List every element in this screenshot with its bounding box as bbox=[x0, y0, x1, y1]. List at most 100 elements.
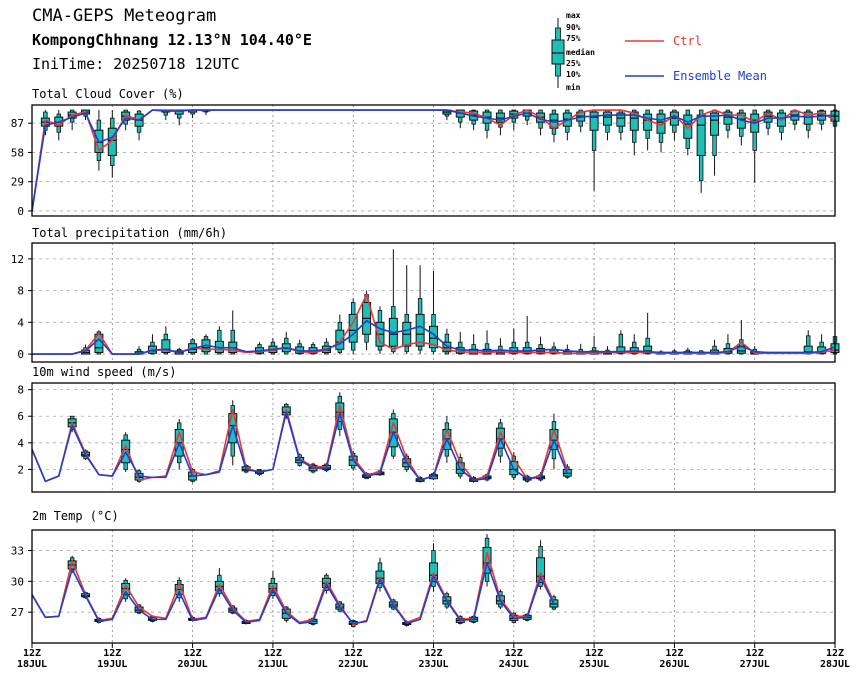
y-tick-label: 30 bbox=[11, 575, 24, 588]
legend-mean-label: Ensemble Mean bbox=[673, 69, 767, 83]
box-plot bbox=[174, 109, 184, 126]
box-plot bbox=[67, 109, 77, 131]
legend-box-label: 75% bbox=[566, 34, 581, 43]
x-tick-label-date: 24JUL bbox=[499, 659, 529, 670]
box-plot bbox=[321, 338, 331, 355]
box-iqr bbox=[589, 111, 599, 131]
x-tick-label-date: 19JUL bbox=[97, 659, 127, 670]
y-tick-label: 0 bbox=[17, 348, 24, 361]
box-iqr bbox=[629, 111, 639, 131]
panel-frame bbox=[31, 242, 836, 363]
x-tick-label-hour: 12Z bbox=[264, 648, 282, 659]
x-tick-label-hour: 12Z bbox=[23, 648, 41, 659]
box-plot bbox=[134, 110, 144, 141]
legend-box-label: median bbox=[566, 47, 595, 57]
x-tick-label-date: 20JUL bbox=[178, 659, 208, 670]
legend-box-label: 90% bbox=[566, 23, 581, 32]
x-tick-label-date: 22JUL bbox=[338, 659, 368, 670]
panel-2: Total precipitation (mm/6h) 0 4 8 12 bbox=[11, 226, 840, 363]
box-plot bbox=[536, 109, 546, 136]
box-plot bbox=[562, 109, 572, 141]
box-plot bbox=[683, 109, 693, 156]
y-tick-label: 58 bbox=[11, 146, 24, 159]
panel-frame bbox=[31, 382, 836, 493]
x-tick-label-date: 23JUL bbox=[418, 659, 448, 670]
box-iqr bbox=[536, 557, 546, 583]
ensemble-mean-line bbox=[31, 109, 836, 212]
box-iqr bbox=[616, 112, 626, 127]
box-p10-p90 bbox=[618, 333, 624, 355]
box-plot bbox=[429, 270, 438, 355]
box-plot bbox=[536, 540, 546, 590]
x-axis: 12Z18JUL12Z19JUL12Z20JUL12Z21JUL12Z22JUL… bbox=[17, 643, 850, 670]
legend-ctrl-label: Ctrl bbox=[673, 34, 702, 48]
box-plot bbox=[469, 334, 479, 355]
box-plot bbox=[763, 109, 773, 136]
x-tick-label-hour: 12Z bbox=[424, 648, 442, 659]
box-plot bbox=[402, 265, 412, 355]
x-tick-label-date: 28JUL bbox=[820, 659, 850, 670]
box-iqr bbox=[602, 111, 612, 126]
box-plot bbox=[188, 109, 198, 119]
box-plot bbox=[803, 330, 813, 355]
y-tick-label: 27 bbox=[11, 606, 24, 619]
legend-box-label: max bbox=[566, 11, 581, 20]
box-plot bbox=[388, 249, 398, 355]
panel-title: Total Cloud Cover (%) bbox=[32, 87, 184, 101]
box-plot bbox=[335, 314, 345, 355]
y-tick-label: 4 bbox=[17, 437, 24, 450]
x-tick-label-hour: 12Z bbox=[826, 648, 844, 659]
legend-box-label: 25% bbox=[566, 59, 581, 68]
box-plot bbox=[188, 338, 198, 355]
box-iqr bbox=[429, 562, 438, 582]
ctrl-line bbox=[31, 551, 555, 626]
x-tick-label-hour: 12Z bbox=[103, 648, 121, 659]
x-tick-label-hour: 12Z bbox=[505, 648, 523, 659]
box-plot bbox=[643, 312, 653, 355]
y-tick-label: 8 bbox=[17, 285, 24, 298]
box-plot bbox=[201, 334, 211, 355]
x-tick-label-hour: 12Z bbox=[585, 648, 603, 659]
box-plot bbox=[509, 452, 519, 481]
box-plot bbox=[710, 109, 720, 176]
x-tick-label-date: 27JUL bbox=[740, 659, 770, 670]
panels: Total Cloud Cover (%) 0 29 58 87 Total precip… bbox=[11, 87, 840, 644]
y-tick-label: 6 bbox=[17, 410, 24, 423]
box-iqr bbox=[696, 114, 706, 156]
panel-frame bbox=[31, 104, 836, 217]
box-plot bbox=[107, 110, 117, 178]
box-plot bbox=[589, 109, 599, 191]
init-time-label: IniTime: 20250718 12UTC bbox=[32, 55, 240, 73]
x-tick-label-hour: 12Z bbox=[184, 648, 202, 659]
ensemble-mean-line bbox=[31, 562, 555, 625]
y-tick-label: 12 bbox=[11, 253, 24, 266]
box-iqr bbox=[803, 111, 813, 125]
chart-title: CMA-GEPS Meteogram bbox=[32, 6, 217, 26]
box-plot bbox=[415, 265, 425, 355]
box-iqr bbox=[763, 111, 773, 123]
box-iqr bbox=[643, 113, 653, 131]
legend-box-label: 10% bbox=[566, 70, 581, 79]
x-tick-label-hour: 12Z bbox=[746, 648, 764, 659]
panel-title: 10m wind speed (m/s) bbox=[32, 365, 177, 379]
panel-4: 2m Temp (°C) 27 30 33 bbox=[11, 509, 836, 644]
y-tick-label: 0 bbox=[17, 205, 24, 218]
box-iqr bbox=[415, 313, 425, 347]
box-plot bbox=[375, 306, 385, 355]
box-plot bbox=[536, 336, 546, 355]
box-plot bbox=[616, 330, 626, 355]
panel-title: 2m Temp (°C) bbox=[32, 509, 119, 523]
box-plot bbox=[482, 109, 492, 139]
box-plot bbox=[429, 543, 438, 592]
box-iqr bbox=[348, 313, 358, 343]
box-plot bbox=[643, 109, 653, 151]
location-label: KompongChhnang 12.13°N 104.40°E bbox=[32, 31, 312, 49]
box-plot bbox=[736, 319, 746, 355]
x-tick-label-date: 26JUL bbox=[659, 659, 689, 670]
panel-1: Total Cloud Cover (%) 0 29 58 87 bbox=[11, 87, 840, 218]
panel-3: 10m wind speed (m/s) 2 4 6 8 bbox=[17, 365, 836, 493]
box-plot bbox=[629, 109, 639, 156]
box-iqr bbox=[107, 127, 117, 156]
box-plot bbox=[522, 315, 532, 355]
y-tick-label: 33 bbox=[11, 545, 24, 558]
